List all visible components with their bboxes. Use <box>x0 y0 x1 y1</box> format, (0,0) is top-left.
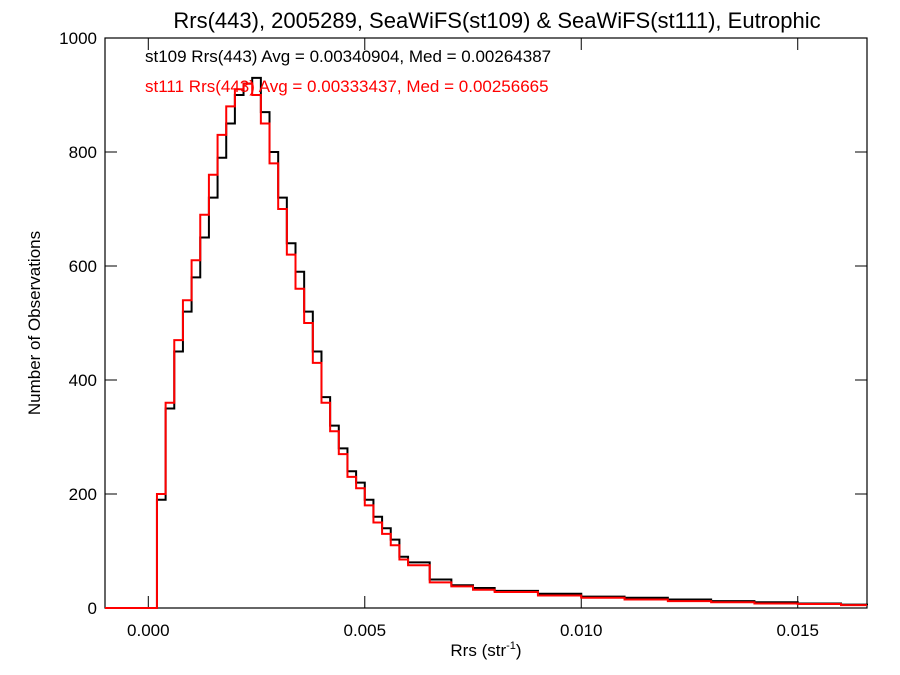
y-tick-label: 800 <box>69 143 97 162</box>
y-tick-label: 1000 <box>59 29 97 48</box>
y-tick-label: 0 <box>88 599 97 618</box>
x-axis-label-close: ) <box>516 641 522 660</box>
y-tick-label: 600 <box>69 257 97 276</box>
y-axis-label: Number of Observations <box>25 231 44 415</box>
series-layer <box>105 76 868 609</box>
x-tick-label: 0.005 <box>343 621 386 640</box>
x-axis: 0.000 0.005 0.010 0.015 <box>127 38 819 640</box>
chart-title: Rrs(443), 2005289, SeaWiFS(st109) & SeaW… <box>173 8 820 33</box>
x-tick-label: 0.015 <box>776 621 819 640</box>
y-tick-label: 400 <box>69 371 97 390</box>
legend-entry-st109: st109 Rrs(443) Avg = 0.00340904, Med = 0… <box>145 47 551 66</box>
series-line-st111 <box>105 82 867 609</box>
x-axis-label-main: Rrs (str <box>450 641 506 660</box>
x-tick-label: 0.010 <box>560 621 603 640</box>
x-axis-label: Rrs (str-1) <box>450 640 521 660</box>
plot-frame <box>104 37 868 609</box>
legend-entry-st111: st111 Rrs(443) Avg = 0.00333437, Med = 0… <box>145 77 549 96</box>
y-tick-label: 200 <box>69 485 97 504</box>
x-tick-label: 0.000 <box>127 621 170 640</box>
series-line-st109 <box>105 76 868 609</box>
y-axis: 0 200 400 600 800 1000 <box>59 29 867 618</box>
x-axis-label-sup: -1 <box>506 640 516 652</box>
